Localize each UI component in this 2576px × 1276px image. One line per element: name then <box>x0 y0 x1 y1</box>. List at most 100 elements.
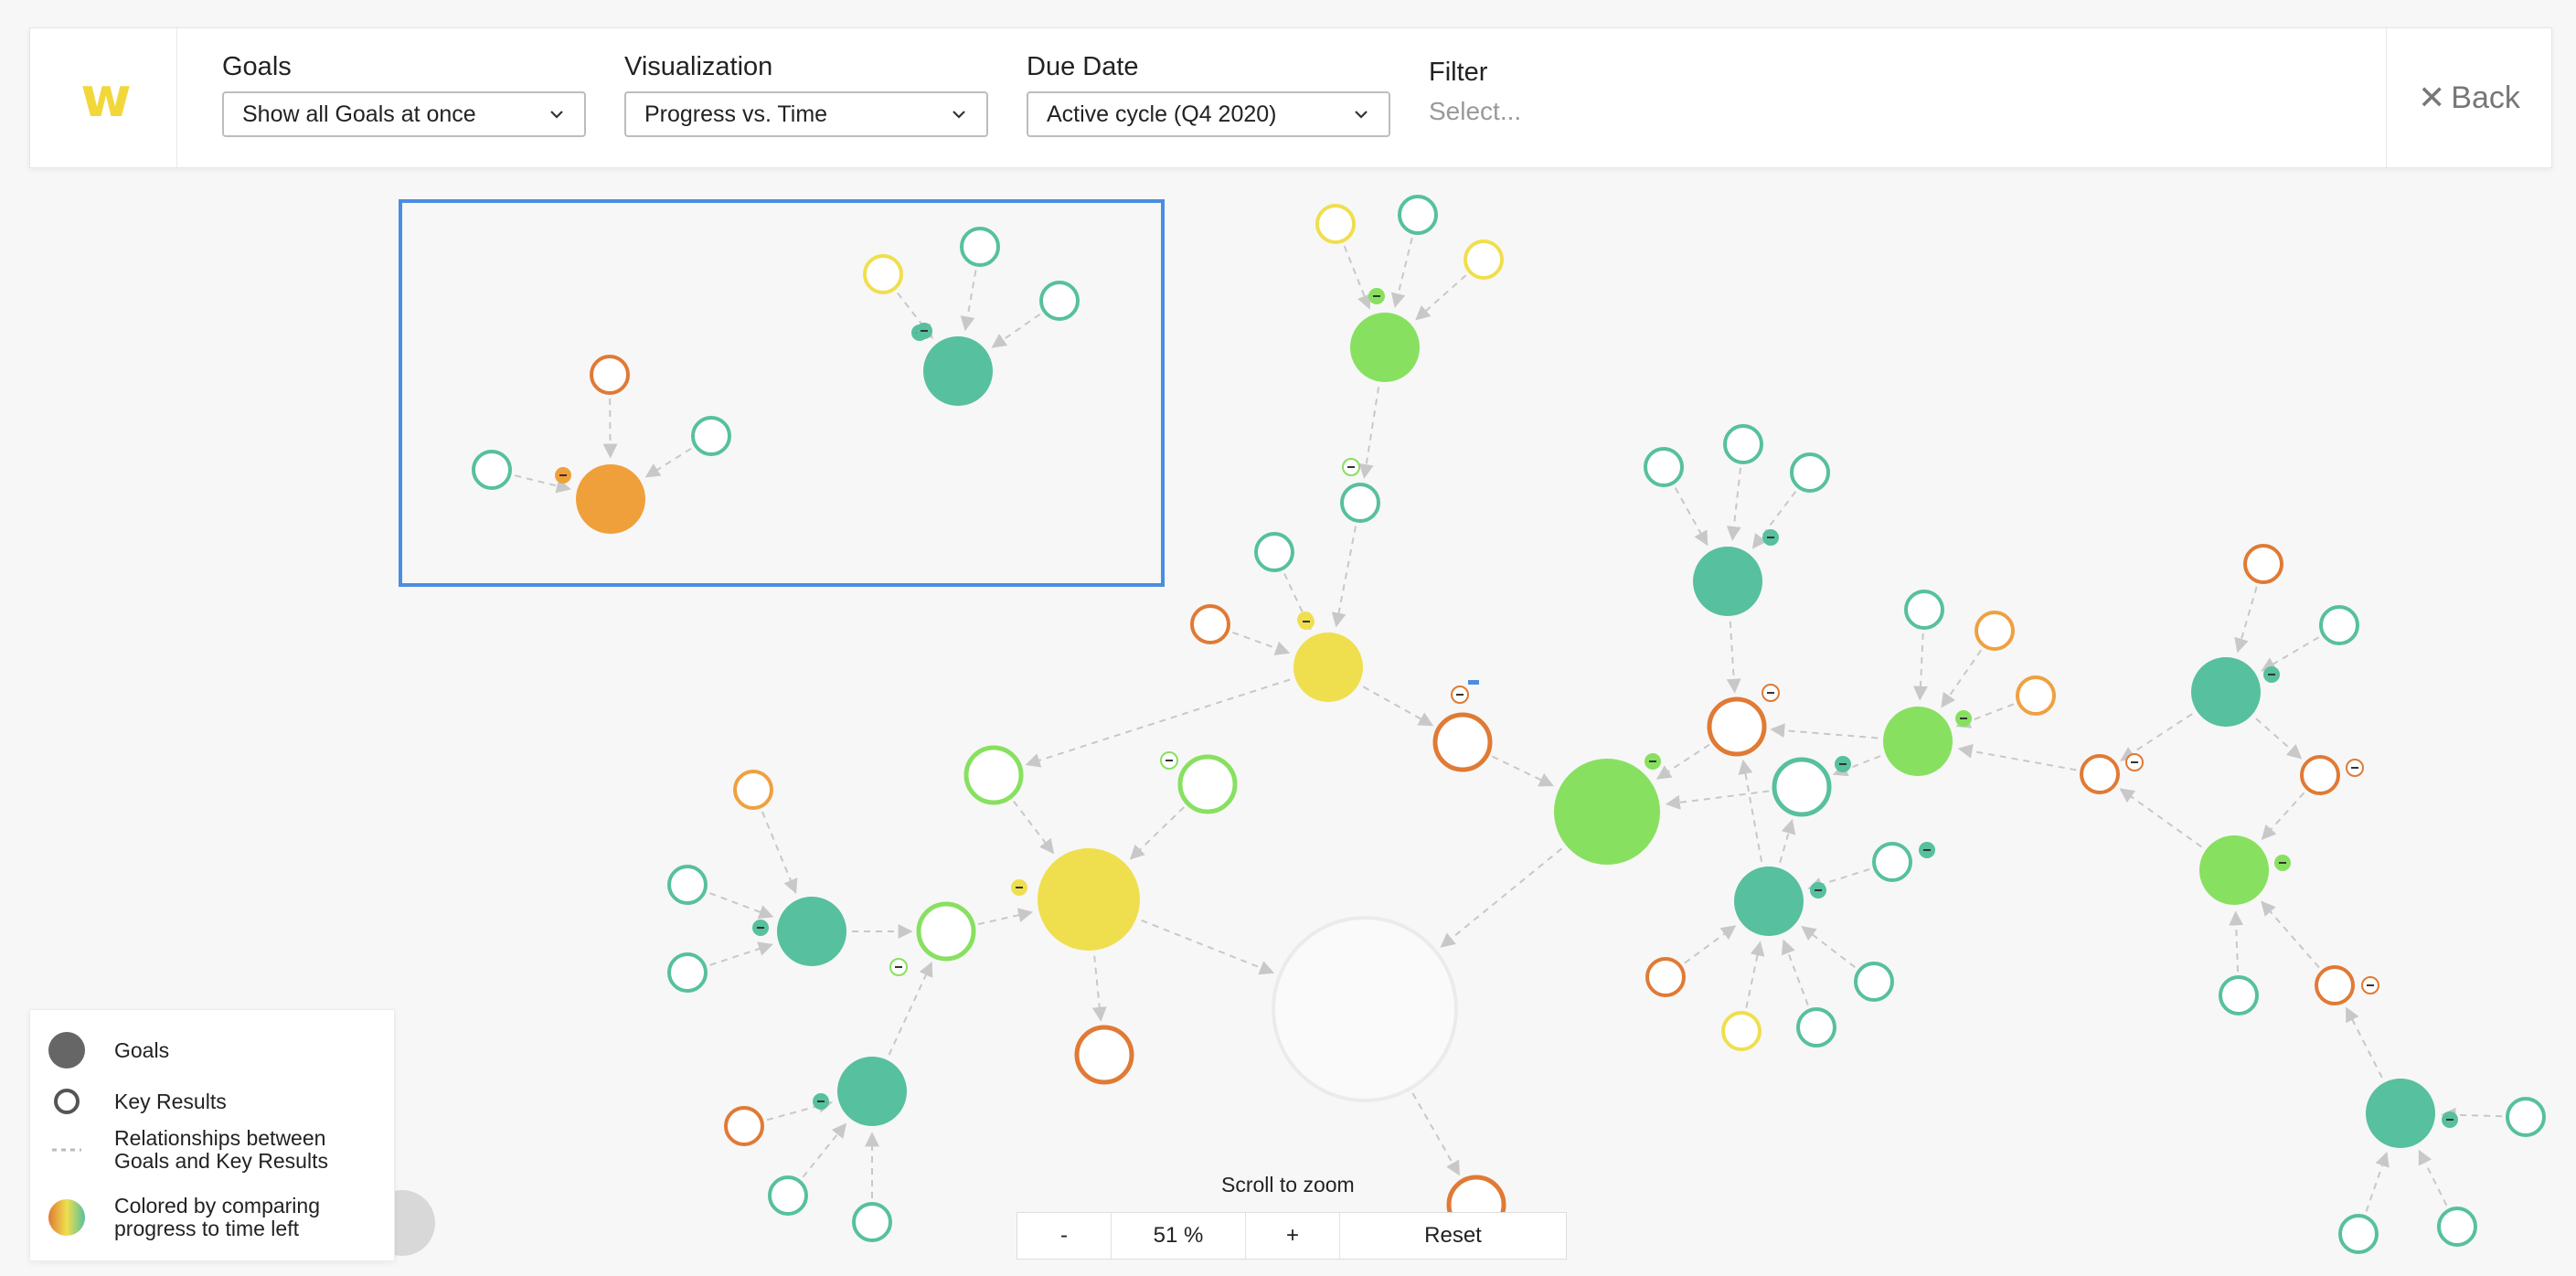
goal-node[interactable] <box>1693 547 1762 616</box>
key-result-node[interactable] <box>2506 1097 2546 1137</box>
collapse-toggle[interactable] <box>2442 1111 2458 1128</box>
goal-node[interactable] <box>923 336 993 406</box>
zoom-reset-button[interactable]: Reset <box>1424 1223 1482 1248</box>
goal-node[interactable] <box>777 897 846 966</box>
key-result-node[interactable] <box>667 952 708 993</box>
goal-node[interactable] <box>1350 313 1420 382</box>
key-result-node[interactable] <box>916 901 976 962</box>
key-result-node[interactable] <box>1254 532 1294 572</box>
key-result-node[interactable] <box>2319 605 2359 645</box>
key-result-node[interactable] <box>963 745 1024 805</box>
collapse-toggle[interactable] <box>1160 751 1178 770</box>
key-result-node[interactable] <box>2016 675 2056 716</box>
key-result-node[interactable] <box>1074 1025 1134 1085</box>
key-result-node[interactable] <box>1177 754 1238 814</box>
due-date-select[interactable]: Active cycle (Q4 2020) <box>1027 91 1390 137</box>
key-result-node[interactable] <box>1315 204 1356 244</box>
key-result-node[interactable] <box>472 450 512 490</box>
key-result-node[interactable] <box>1464 239 1504 280</box>
key-result-node[interactable] <box>2080 754 2120 794</box>
key-result-node[interactable] <box>960 227 1000 267</box>
key-result-node[interactable] <box>1904 590 1944 630</box>
key-result-node[interactable] <box>2338 1214 2379 1254</box>
key-result-node[interactable] <box>2315 965 2355 1005</box>
relationship-edge <box>1957 743 2077 771</box>
key-result-node[interactable] <box>852 1202 892 1242</box>
logo[interactable]: w <box>30 28 177 167</box>
goal-node[interactable] <box>1883 707 1953 776</box>
relationship-edge <box>1801 925 1856 968</box>
visualization-select[interactable]: Progress vs. Time <box>624 91 988 137</box>
goal-node[interactable] <box>1038 848 1140 951</box>
collapse-toggle[interactable] <box>1762 529 1779 546</box>
key-result-node[interactable] <box>1645 957 1686 997</box>
collapse-toggle[interactable] <box>2263 666 2280 683</box>
collapse-toggle[interactable] <box>1298 613 1315 630</box>
collapse-toggle[interactable] <box>1835 756 1851 772</box>
filter-input[interactable]: Select... <box>1429 97 1522 125</box>
goal-node[interactable] <box>1554 759 1660 865</box>
collapse-toggle[interactable] <box>889 958 908 976</box>
key-result-node[interactable] <box>1721 1011 1762 1051</box>
collapse-toggle[interactable] <box>1955 710 1972 727</box>
goal-node[interactable] <box>2191 657 2261 727</box>
collapse-toggle[interactable] <box>1368 288 1385 304</box>
key-result-node[interactable] <box>1707 696 1767 757</box>
collapse-toggle[interactable] <box>1762 684 1780 702</box>
back-button[interactable]: ✕ Back <box>2386 28 2551 167</box>
key-result-node[interactable] <box>2243 544 2283 584</box>
goal-node[interactable] <box>2366 1079 2435 1148</box>
goals-select[interactable]: Show all Goals at once <box>222 91 586 137</box>
zoom-out-button[interactable]: - <box>1017 1213 1112 1259</box>
goal-node[interactable] <box>837 1057 907 1126</box>
collapse-toggle[interactable] <box>1451 686 1469 704</box>
collapse-toggle[interactable] <box>1810 882 1826 899</box>
key-result-node[interactable] <box>768 1175 808 1216</box>
key-result-node[interactable] <box>590 355 630 395</box>
key-result-node[interactable] <box>1190 604 1230 644</box>
key-result-node[interactable] <box>1398 195 1438 235</box>
zoom-in-button[interactable]: + <box>1246 1213 1340 1259</box>
collapse-toggle[interactable] <box>1919 842 1935 858</box>
relationship-edge <box>1091 955 1107 1022</box>
key-result-node[interactable] <box>1796 1007 1836 1047</box>
key-result-node[interactable] <box>863 254 903 294</box>
goal-node-placeholder[interactable] <box>1272 916 1458 1102</box>
key-result-node[interactable] <box>1872 842 1912 882</box>
goal-node[interactable] <box>576 464 645 534</box>
goals-select-value: Show all Goals at once <box>242 101 476 127</box>
key-result-node[interactable] <box>2300 755 2340 795</box>
collapse-toggle[interactable] <box>2346 759 2364 777</box>
collapse-toggle[interactable] <box>1342 458 1360 476</box>
goal-node[interactable] <box>2199 835 2269 905</box>
key-result-node[interactable] <box>2437 1207 2477 1247</box>
key-result-node[interactable] <box>1644 447 1684 487</box>
collapse-toggle[interactable] <box>1645 753 1661 770</box>
relationship-edge <box>1770 723 1879 739</box>
key-result-node[interactable] <box>1790 452 1830 493</box>
goal-node[interactable] <box>1734 867 1804 936</box>
collapse-toggle[interactable] <box>555 467 571 484</box>
collapse-toggle[interactable] <box>2125 753 2144 771</box>
key-result-node[interactable] <box>667 865 708 905</box>
key-result-node[interactable] <box>1432 712 1493 772</box>
key-result-node[interactable] <box>2219 975 2259 1015</box>
key-result-node[interactable] <box>1340 483 1380 523</box>
key-result-node[interactable] <box>733 770 773 810</box>
key-result-node[interactable] <box>1723 424 1763 464</box>
collapse-toggle[interactable] <box>916 323 932 339</box>
key-result-node[interactable] <box>1772 757 1832 817</box>
key-result-node[interactable] <box>691 416 731 456</box>
key-result-node[interactable] <box>1039 281 1080 321</box>
collapse-toggle[interactable] <box>1011 879 1027 896</box>
collapse-toggle[interactable] <box>752 920 769 936</box>
goal-node[interactable] <box>1293 633 1363 702</box>
key-result-node[interactable] <box>724 1106 764 1146</box>
key-result-node[interactable] <box>1975 611 2015 651</box>
collapse-toggle[interactable] <box>813 1093 829 1110</box>
due-date-field: Due Date Active cycle (Q4 2020) <box>1027 52 1390 137</box>
collapse-toggle[interactable] <box>2361 976 2379 994</box>
collapse-toggle[interactable] <box>2274 855 2291 871</box>
key-result-node[interactable] <box>1854 962 1894 1002</box>
